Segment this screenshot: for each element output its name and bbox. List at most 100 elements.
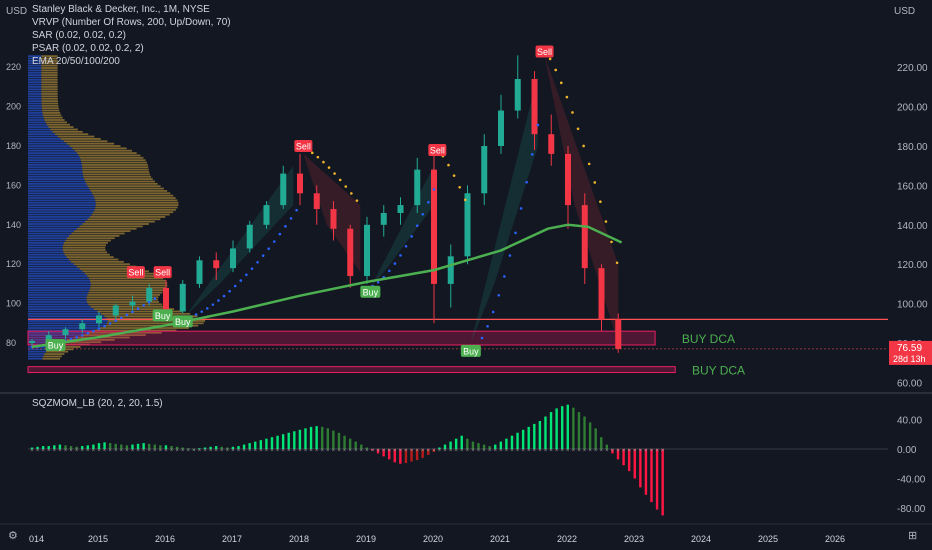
volume-profile-up-bar (28, 201, 96, 204)
sar-dot (211, 303, 215, 306)
momentum-bar (510, 435, 514, 449)
momentum-bar (131, 444, 134, 449)
volume-profile-up-bar (28, 249, 63, 251)
volume-profile-down-bar (86, 301, 160, 303)
volume-profile-down-bar (66, 142, 115, 145)
sar-dot (421, 213, 425, 216)
candle-body (581, 205, 588, 269)
volume-profile-down-bar (76, 265, 137, 268)
auto-scale-icon[interactable]: ⊞ (908, 530, 918, 542)
sar-dot (415, 224, 419, 228)
momentum-bar (81, 446, 84, 449)
sar-dot (92, 329, 95, 333)
sar-dot (119, 316, 123, 320)
squeeze-dot: × (108, 448, 112, 454)
momentum-bar (103, 442, 106, 449)
volume-profile-up-bar (28, 88, 42, 91)
settings-icon[interactable]: ⚙ (8, 530, 18, 542)
volume-profile-up-bar (28, 178, 85, 180)
sar-dot (217, 299, 220, 302)
volume-profile-up-bar (28, 355, 44, 358)
legend-vrvp[interactable]: VRVP (Number Of Rows, 200, Up/Down, 70) (32, 17, 231, 28)
momentum-bar (136, 443, 140, 449)
time-axis-tick: 2016 (155, 534, 175, 544)
legend-ema[interactable]: EMA 20/50/100/200 (32, 56, 120, 67)
candle-body (280, 173, 287, 206)
momentum-bar (321, 426, 324, 449)
volume-profile-down-bar (41, 97, 58, 100)
volume-profile-up-bar (28, 187, 90, 190)
momentum-bar (287, 432, 290, 449)
volume-profile-down-bar (73, 263, 130, 266)
left-axis-tick: 160 (6, 180, 21, 190)
sar-dot (610, 240, 613, 244)
volume-profile-up-bar (28, 213, 92, 216)
sar-dot (508, 254, 512, 257)
squeeze-dot: × (371, 448, 375, 454)
time-axis-tick: 2015 (88, 534, 108, 544)
volume-profile-up-bar (28, 182, 87, 185)
sar-dot (125, 313, 129, 317)
squeeze-dot: × (488, 448, 492, 454)
volume-profile-down-bar (90, 279, 166, 282)
left-axis-tick: 140 (6, 220, 21, 230)
momentum-bar (270, 437, 274, 449)
candle-body (548, 134, 555, 154)
volume-profile-up-bar (28, 329, 95, 332)
volume-profile-down-bar (89, 216, 166, 218)
volume-profile-up-bar (28, 308, 94, 311)
momentum-bar (97, 443, 101, 449)
momentum-bar (471, 441, 475, 449)
sar-dot (615, 261, 619, 265)
volume-profile-down-bar (87, 185, 161, 188)
legend-sar[interactable]: SAR (0.02, 0.02, 0.2) (32, 30, 126, 41)
volume-profile-down-bar (60, 341, 102, 344)
volume-profile-down-bar (76, 227, 137, 230)
squeeze-dot: × (198, 448, 202, 454)
volume-profile-down-bar (41, 71, 58, 74)
legend-psar[interactable]: PSAR (0.02, 0.02, 0.2, 2) (32, 43, 144, 54)
momentum-bar (58, 444, 62, 449)
momentum-bar (544, 416, 547, 449)
volume-profile-down-bar (67, 237, 115, 240)
volume-profile-up-bar (28, 357, 43, 360)
volume-profile-up-bar (28, 97, 42, 100)
volume-profile-down-bar (46, 350, 69, 353)
momentum-bar (611, 449, 614, 454)
signal-label: Buy (175, 317, 191, 327)
sar-dot (497, 293, 501, 297)
squeeze-dot: × (36, 448, 40, 454)
volume-profile-up-bar (28, 194, 94, 197)
squeeze-dot: × (142, 448, 146, 454)
momentum-bar (231, 446, 235, 449)
sar-dot (316, 155, 320, 159)
volume-profile-up-bar (28, 173, 83, 176)
volume-profile-up-bar (28, 327, 101, 329)
volume-profile-down-bar (41, 64, 58, 67)
candle-body (431, 169, 437, 284)
legend-sqzmom[interactable]: SQZMOM_LB (20, 2, 20, 1.5) (32, 398, 163, 409)
volume-profile-up-bar (28, 149, 75, 152)
momentum-bar (214, 446, 218, 449)
candle-body (79, 323, 86, 330)
momentum-bar (443, 444, 447, 449)
sar-dot (194, 313, 198, 316)
volume-profile-up-bar (28, 289, 90, 292)
momentum-bar (114, 443, 117, 449)
sar-dot (333, 172, 336, 175)
volume-profile-up-bar (28, 168, 83, 171)
momentum-bar (499, 441, 503, 449)
sell-signal-badge (126, 266, 145, 279)
momentum-bar (555, 408, 558, 449)
squeeze-dot: × (544, 448, 548, 454)
legend-title[interactable]: Stanley Black & Decker, Inc., 1M, NYSE (32, 4, 210, 15)
momentum-bar (650, 449, 653, 503)
signal-label: Sell (155, 268, 170, 278)
momentum-bar (622, 449, 625, 466)
volume-profile-up-bar (28, 69, 42, 72)
sar-dot (233, 284, 237, 288)
squeeze-dot: × (572, 448, 576, 454)
squeeze-dot: × (588, 448, 592, 454)
volume-profile-up-bar (28, 95, 42, 98)
volume-profile-up-bar (28, 244, 64, 247)
